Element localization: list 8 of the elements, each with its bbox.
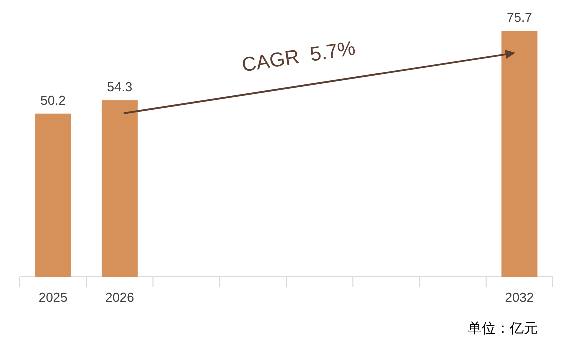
text: 单位：亿元	[468, 320, 538, 336]
x-tick-label: 2025	[38, 290, 68, 305]
x-tick-label: 2032	[505, 290, 534, 305]
data-label: 50.2	[40, 92, 66, 108]
x-tick-label: 2026	[105, 290, 134, 305]
data-label: 75.7	[507, 10, 532, 25]
annotation: CAGR 5.7%	[240, 38, 358, 77]
data-label: 54.3	[107, 80, 133, 95]
